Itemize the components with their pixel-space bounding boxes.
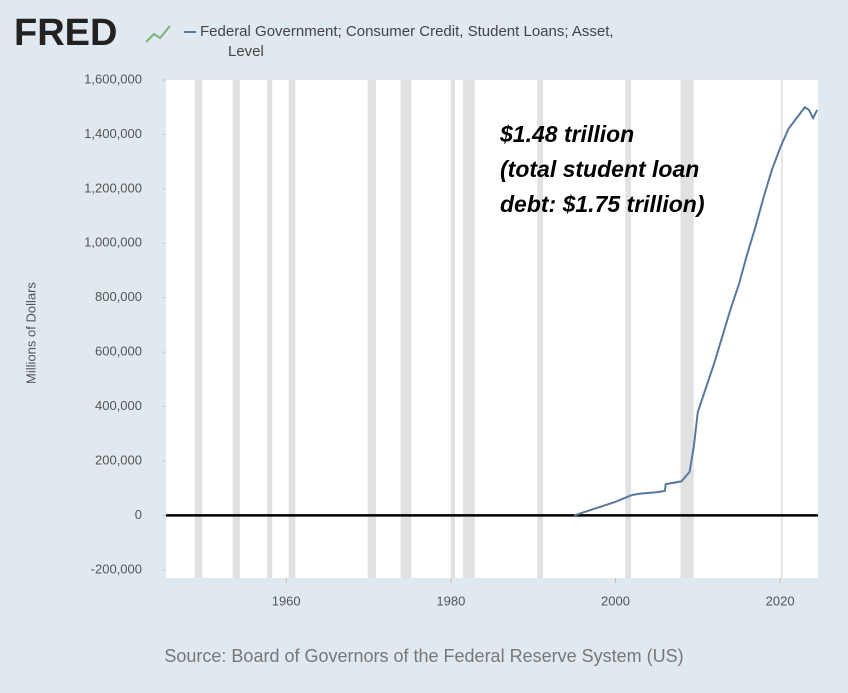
recession-band bbox=[194, 80, 203, 578]
recession-band bbox=[400, 80, 412, 578]
logo-icon bbox=[145, 25, 171, 43]
y-tick-label: 600,000 bbox=[95, 344, 142, 359]
recession-band bbox=[288, 80, 296, 578]
recession-band bbox=[680, 80, 694, 578]
x-tick-label: 1980 bbox=[436, 593, 465, 608]
y-tick-label: 1,200,000 bbox=[84, 180, 142, 195]
legend-line-2: Level bbox=[228, 43, 264, 60]
y-tick-label: 0 bbox=[135, 507, 142, 522]
x-tick-label: 2020 bbox=[766, 593, 795, 608]
brand-logo: FRED bbox=[14, 12, 117, 54]
recession-band bbox=[780, 80, 783, 578]
recession-band bbox=[267, 80, 273, 578]
recession-band bbox=[367, 80, 376, 578]
series-line bbox=[574, 105, 819, 517]
y-tick-label: 200,000 bbox=[95, 452, 142, 467]
recession-band bbox=[537, 80, 544, 578]
y-tick-label: 800,000 bbox=[95, 289, 142, 304]
recession-band bbox=[463, 80, 475, 578]
x-tick-label: 2000 bbox=[601, 593, 630, 608]
x-tick-label: 1960 bbox=[272, 593, 301, 608]
legend-text: Federal Government; Consumer Credit, Stu… bbox=[200, 23, 614, 60]
annotation: (total student loan bbox=[500, 156, 699, 182]
annotation: debt: $1.75 trillion) bbox=[500, 191, 704, 217]
y-tick-label: -200,000 bbox=[91, 561, 142, 576]
y-tick-label: 1,400,000 bbox=[84, 126, 142, 141]
y-axis-label: Millions of Dollars bbox=[23, 282, 38, 384]
annotation: $1.48 trillion bbox=[499, 121, 634, 147]
legend-line-1: Federal Government; Consumer Credit, Stu… bbox=[200, 23, 614, 40]
y-tick-label: 400,000 bbox=[95, 398, 142, 413]
recession-band bbox=[625, 80, 632, 578]
recession-band bbox=[450, 80, 455, 578]
y-tick-label: 1,600,000 bbox=[84, 71, 142, 86]
recession-band bbox=[232, 80, 241, 578]
plot-area bbox=[166, 80, 818, 578]
y-tick-label: 1,000,000 bbox=[84, 235, 142, 250]
source: Source: Board of Governors of the Federa… bbox=[164, 646, 683, 666]
